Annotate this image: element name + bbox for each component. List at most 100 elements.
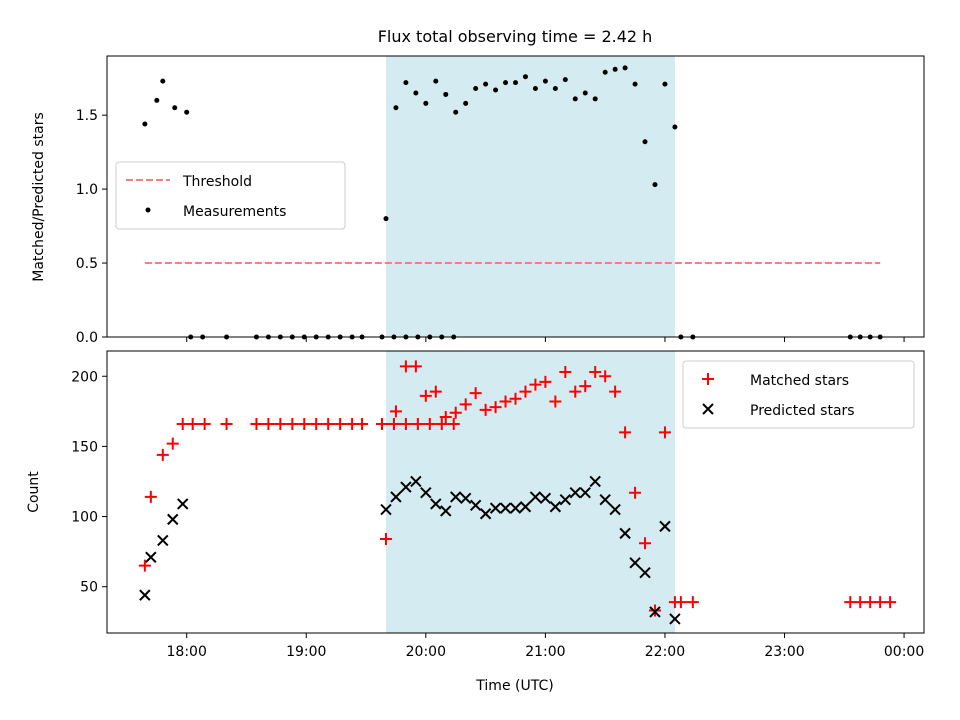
matched-star-point [549, 395, 562, 408]
measurement-point [423, 100, 429, 106]
matched-star-point [519, 385, 532, 398]
matched-star-point [686, 596, 699, 609]
y-tick-label: 50 [80, 580, 98, 596]
measurement-point [483, 81, 489, 87]
measurement-point [522, 74, 528, 80]
top-y-axis-label: Matched/Predicted stars [31, 112, 47, 282]
matched-star-point [334, 417, 347, 430]
predicted-star-point [400, 481, 412, 493]
y-tick-label: 0.0 [76, 330, 98, 346]
predicted-star-point [390, 491, 402, 503]
matched-star-point [599, 370, 612, 383]
measurement-point [503, 80, 509, 86]
measurement-point [552, 86, 558, 92]
bottom-plot-frame [106, 350, 925, 634]
legend-measurements-label: Measurements [183, 204, 286, 220]
matched-star-point [499, 395, 512, 408]
measurement-point [463, 100, 469, 106]
legend-threshold-label: Threshold [182, 174, 252, 190]
matched-star-point [569, 385, 582, 398]
matched-star-point [629, 486, 642, 499]
predicted-star-point [659, 520, 671, 533]
legend-predicted-swatch [702, 403, 714, 415]
bottom-legend: Matched stars Predicted stars [682, 360, 915, 429]
predicted-star-point [410, 475, 422, 488]
x-axis-label: Time (UTC) [475, 678, 553, 694]
matched-star-point [419, 389, 432, 402]
measurement-point [632, 81, 638, 87]
top-plot-frame [106, 55, 925, 338]
predicted-star-point [589, 475, 601, 488]
matched-star-point [423, 417, 436, 430]
matched-star-point [609, 385, 622, 398]
matched-star-point [639, 537, 652, 550]
matched-star-point [539, 375, 552, 388]
predicted-star-point [599, 494, 611, 506]
chart-title: Flux total observing time = 2.42 h [378, 27, 653, 46]
predicted-star-point [145, 551, 157, 563]
predicted-star-point [479, 508, 492, 520]
predicted-star-point [450, 491, 462, 503]
x-tick-label: 20:00 [406, 644, 446, 660]
predicted-star-point [469, 499, 482, 512]
measurement-point [160, 78, 166, 84]
measurement-point [403, 80, 409, 86]
matched-star-point [166, 437, 179, 450]
predicted-star-point [157, 534, 169, 547]
matched-star-point [186, 417, 199, 430]
predicted-star-point [639, 566, 651, 579]
predicted-star-point [539, 492, 552, 505]
measurement-point [622, 65, 628, 71]
top-legend-box [115, 161, 346, 230]
matched-star-point [579, 380, 592, 393]
matched-star-point [322, 417, 335, 430]
y-tick-label: 0.5 [76, 256, 98, 272]
matched-star-point [658, 426, 671, 439]
matched-star-point [375, 417, 388, 430]
top-legend: Threshold Measurements [115, 161, 346, 230]
measurement-point [672, 124, 678, 130]
legend-matched-swatch [702, 373, 714, 385]
measurement-point [473, 86, 479, 92]
predicted-star-point [420, 486, 432, 499]
predicted-star-point [380, 503, 392, 516]
bottom-panel: 50 100 150 200 18:00 19:00 20:00 21:00 22:00 23:… [26, 350, 925, 694]
matched-star-point [389, 405, 402, 418]
matched-star-point [262, 417, 275, 430]
predicted-star-point [669, 613, 681, 625]
measurement-point [443, 91, 449, 97]
matched-star-point [356, 417, 369, 430]
predicted-star-point [569, 486, 581, 499]
matched-star-point [138, 559, 151, 572]
predicted-star-point [459, 492, 472, 505]
predicted-star-point [139, 589, 151, 601]
y-tick-label: 100 [71, 510, 98, 526]
measurement-point [142, 121, 148, 127]
legend-predicted-label: Predicted stars [750, 403, 855, 419]
matched-star-point [509, 392, 522, 405]
matched-star-point [409, 360, 422, 373]
legend-matched-label: Matched stars [750, 373, 849, 389]
matched-star-point [469, 387, 482, 400]
measurement-point [433, 78, 439, 84]
measurement-point [413, 90, 419, 96]
predicted-star-point [177, 498, 189, 510]
y-tick-label: 150 [71, 439, 98, 455]
measurement-point [493, 87, 499, 93]
legend-measurements-swatch [145, 207, 151, 213]
bottom-y-axis-label: Count [26, 471, 42, 513]
bottom-legend-box [682, 360, 915, 429]
matched-star-point [298, 417, 311, 430]
measurement-point [532, 86, 538, 92]
measurement-point [562, 77, 568, 83]
measurement-point [453, 109, 459, 115]
matched-star-point [387, 417, 400, 430]
predicted-star-point [559, 494, 572, 506]
matched-star-point [220, 417, 233, 430]
measurement-point [184, 109, 190, 115]
matched-star-point [489, 401, 502, 414]
matched-star-point [479, 403, 492, 416]
matched-star-point [674, 596, 687, 609]
x-tick-label: 19:00 [286, 644, 326, 660]
x-tick-label: 18:00 [167, 644, 207, 660]
